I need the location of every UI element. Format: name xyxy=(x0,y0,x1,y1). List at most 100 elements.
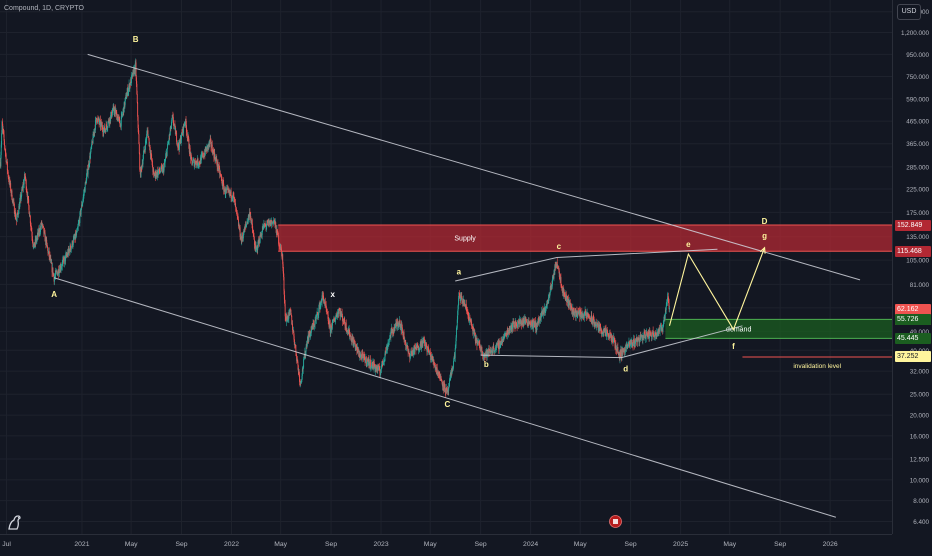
candle-body xyxy=(117,118,119,121)
candle-body xyxy=(344,317,346,324)
candle-body xyxy=(399,320,401,327)
candle-body xyxy=(151,154,153,161)
candle-body xyxy=(414,346,416,352)
candle-body xyxy=(626,345,627,349)
candle-body xyxy=(659,327,661,332)
candle-body xyxy=(145,140,146,150)
candle-body xyxy=(315,318,317,320)
triangle-top-line xyxy=(455,248,718,282)
candle-body xyxy=(340,314,342,316)
candle-body xyxy=(131,74,133,76)
candle-body xyxy=(252,232,254,234)
candle-body xyxy=(48,250,50,257)
candle-body xyxy=(89,155,91,165)
y-tick-label: 6.400 xyxy=(913,519,929,526)
candle-body xyxy=(58,269,60,275)
candle-body xyxy=(552,275,554,276)
candle-body xyxy=(292,323,294,331)
candle-body xyxy=(508,329,510,331)
candle-body xyxy=(385,351,387,354)
candle-body xyxy=(618,352,620,356)
candle-body xyxy=(350,335,352,337)
candle-body xyxy=(231,198,233,200)
candle-body xyxy=(434,364,436,368)
candle-body xyxy=(652,330,654,335)
candle-body xyxy=(331,325,332,330)
candle-body xyxy=(538,319,540,324)
candle-body xyxy=(2,125,4,130)
candle-body xyxy=(456,327,458,329)
candle-body xyxy=(422,340,424,347)
candle-body xyxy=(513,321,515,329)
candle-body xyxy=(300,381,302,383)
candle-body xyxy=(452,366,454,370)
candle-body xyxy=(313,324,315,327)
candle-body xyxy=(292,330,294,333)
candle-body xyxy=(77,226,79,229)
candle-body xyxy=(245,224,247,226)
candle-body xyxy=(365,356,367,365)
candle-body xyxy=(533,320,535,322)
candle-body xyxy=(554,265,556,275)
candle-body xyxy=(322,292,324,298)
candle-body xyxy=(341,313,343,316)
candle-body xyxy=(70,245,71,249)
price-axis[interactable]: 1,500.0001,200.000950.000750.000590.0004… xyxy=(892,0,932,534)
candle-body xyxy=(655,334,657,336)
x-tick-label: Sep xyxy=(774,541,786,548)
candle-body xyxy=(22,182,24,188)
time-axis[interactable]: Jul 2021 May Sep 2022 May Sep 2023 May Sep 2024 May… xyxy=(0,534,892,551)
y-tick-label: 750.000 xyxy=(906,74,929,81)
candle-body xyxy=(660,325,661,328)
candle-body xyxy=(357,346,359,352)
candle-body xyxy=(360,355,362,358)
candle-body xyxy=(101,125,103,130)
candle-body xyxy=(198,164,200,166)
events-flag-icon[interactable] xyxy=(609,515,622,528)
candle-body xyxy=(424,340,425,343)
candle-body xyxy=(461,296,463,301)
candle-body xyxy=(90,147,92,153)
candle-body xyxy=(312,323,314,329)
candle-body xyxy=(283,271,284,278)
candle-body xyxy=(608,338,610,339)
candle-body xyxy=(175,132,177,135)
candle-body xyxy=(187,137,189,139)
candle-body xyxy=(71,245,73,247)
candle-body xyxy=(31,231,33,237)
candle-body xyxy=(88,164,90,167)
candle-body xyxy=(663,319,665,325)
candle-body xyxy=(467,314,469,317)
x-tick-label: 2026 xyxy=(823,541,838,548)
candle-body xyxy=(24,173,26,180)
candle-body xyxy=(587,315,589,317)
candle-body xyxy=(329,321,331,325)
candle-body xyxy=(425,342,427,347)
candle-body xyxy=(301,379,303,382)
candle-body xyxy=(532,321,534,322)
candle-body xyxy=(26,189,28,192)
candle-body xyxy=(41,224,43,225)
tradingview-logo-icon[interactable] xyxy=(6,513,24,531)
candle-body xyxy=(387,343,389,344)
candle-body xyxy=(428,348,430,352)
candle-body xyxy=(669,307,670,310)
supply-zone-label: Supply xyxy=(454,236,476,243)
candle-body xyxy=(216,158,218,164)
candle-body xyxy=(573,311,575,316)
currency-button[interactable]: USD xyxy=(897,4,921,20)
candle-body xyxy=(272,221,274,225)
candle-body xyxy=(298,370,300,375)
candle-body xyxy=(242,234,244,239)
candle-body xyxy=(112,111,114,113)
candle-body xyxy=(363,354,365,356)
candle-body xyxy=(62,260,64,263)
candle-body xyxy=(211,144,213,152)
candle-body xyxy=(190,155,192,159)
candle-body xyxy=(172,117,174,124)
candle-body xyxy=(7,169,9,172)
candle-body xyxy=(664,314,666,320)
y-tick-label: 20.000 xyxy=(910,413,930,420)
candle-body xyxy=(220,176,222,178)
